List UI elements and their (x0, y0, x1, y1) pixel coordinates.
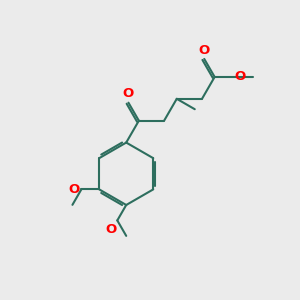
Text: O: O (123, 87, 134, 100)
Text: O: O (69, 183, 80, 196)
Text: O: O (199, 44, 210, 56)
Text: O: O (106, 224, 117, 236)
Text: O: O (235, 70, 246, 83)
